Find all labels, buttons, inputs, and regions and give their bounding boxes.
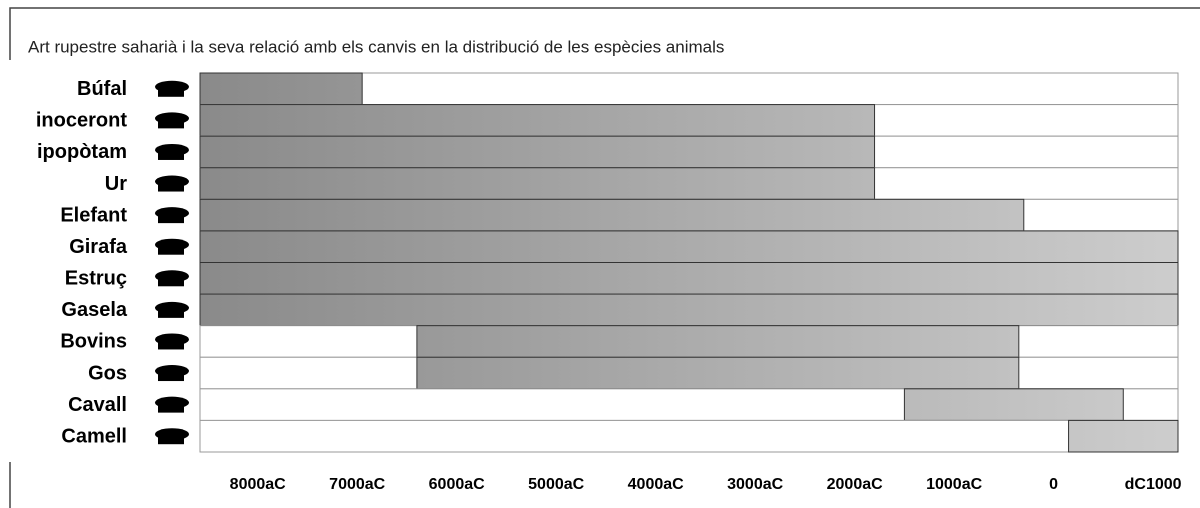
category-label: inoceront [36, 110, 127, 132]
bar [199, 198, 1025, 232]
bar [199, 135, 876, 169]
category-label: Camell [61, 425, 127, 447]
category-label: Gos [88, 362, 127, 384]
category-label: Girafa [69, 236, 128, 258]
animal-legs [158, 404, 184, 413]
frame [9, 7, 1200, 60]
animal-legs [158, 341, 184, 350]
animal-legs [158, 215, 184, 224]
x-tick-label: 5000aC [528, 476, 584, 493]
x-tick-label: 6000aC [429, 476, 485, 493]
x-tick-label: dC1000 [1125, 476, 1182, 493]
animal-legs [158, 436, 184, 445]
x-tick-label: 3000aC [727, 476, 783, 493]
animal-legs [158, 183, 184, 192]
bar [903, 388, 1124, 421]
x-tick-label: 4000aC [628, 476, 684, 493]
bar [199, 72, 363, 106]
animal-legs [158, 309, 184, 318]
animal-legs [158, 373, 184, 382]
x-tick-label: 2000aC [827, 476, 883, 493]
bar [416, 325, 1020, 358]
category-label: Ur [105, 173, 127, 195]
chart-title: Art rupestre saharià i la seva relació a… [28, 37, 724, 56]
bar [1068, 419, 1179, 453]
category-label: Cavall [68, 394, 127, 416]
animal-legs [158, 151, 184, 160]
category-label: ipopòtam [37, 141, 127, 163]
bar [199, 230, 1179, 264]
animal-legs [158, 120, 184, 129]
animal-legs [158, 278, 184, 287]
bar [416, 356, 1020, 390]
x-tick-label: 8000aC [230, 476, 286, 493]
x-tick-label: 0 [1049, 476, 1058, 493]
x-tick-label: 1000aC [926, 476, 982, 493]
category-label: Estruç [65, 268, 127, 290]
animal-legs [158, 88, 184, 97]
x-tick-label: 7000aC [329, 476, 385, 493]
category-label: Búfal [77, 78, 127, 100]
animal-legs [158, 246, 184, 255]
category-label: Elefant [60, 204, 127, 226]
bar [199, 262, 1179, 295]
bar [199, 167, 876, 200]
bar [199, 104, 876, 137]
row [199, 419, 1179, 453]
bar [199, 293, 1179, 327]
category-label: Gasela [61, 299, 127, 321]
category-label: Bovins [60, 331, 127, 353]
